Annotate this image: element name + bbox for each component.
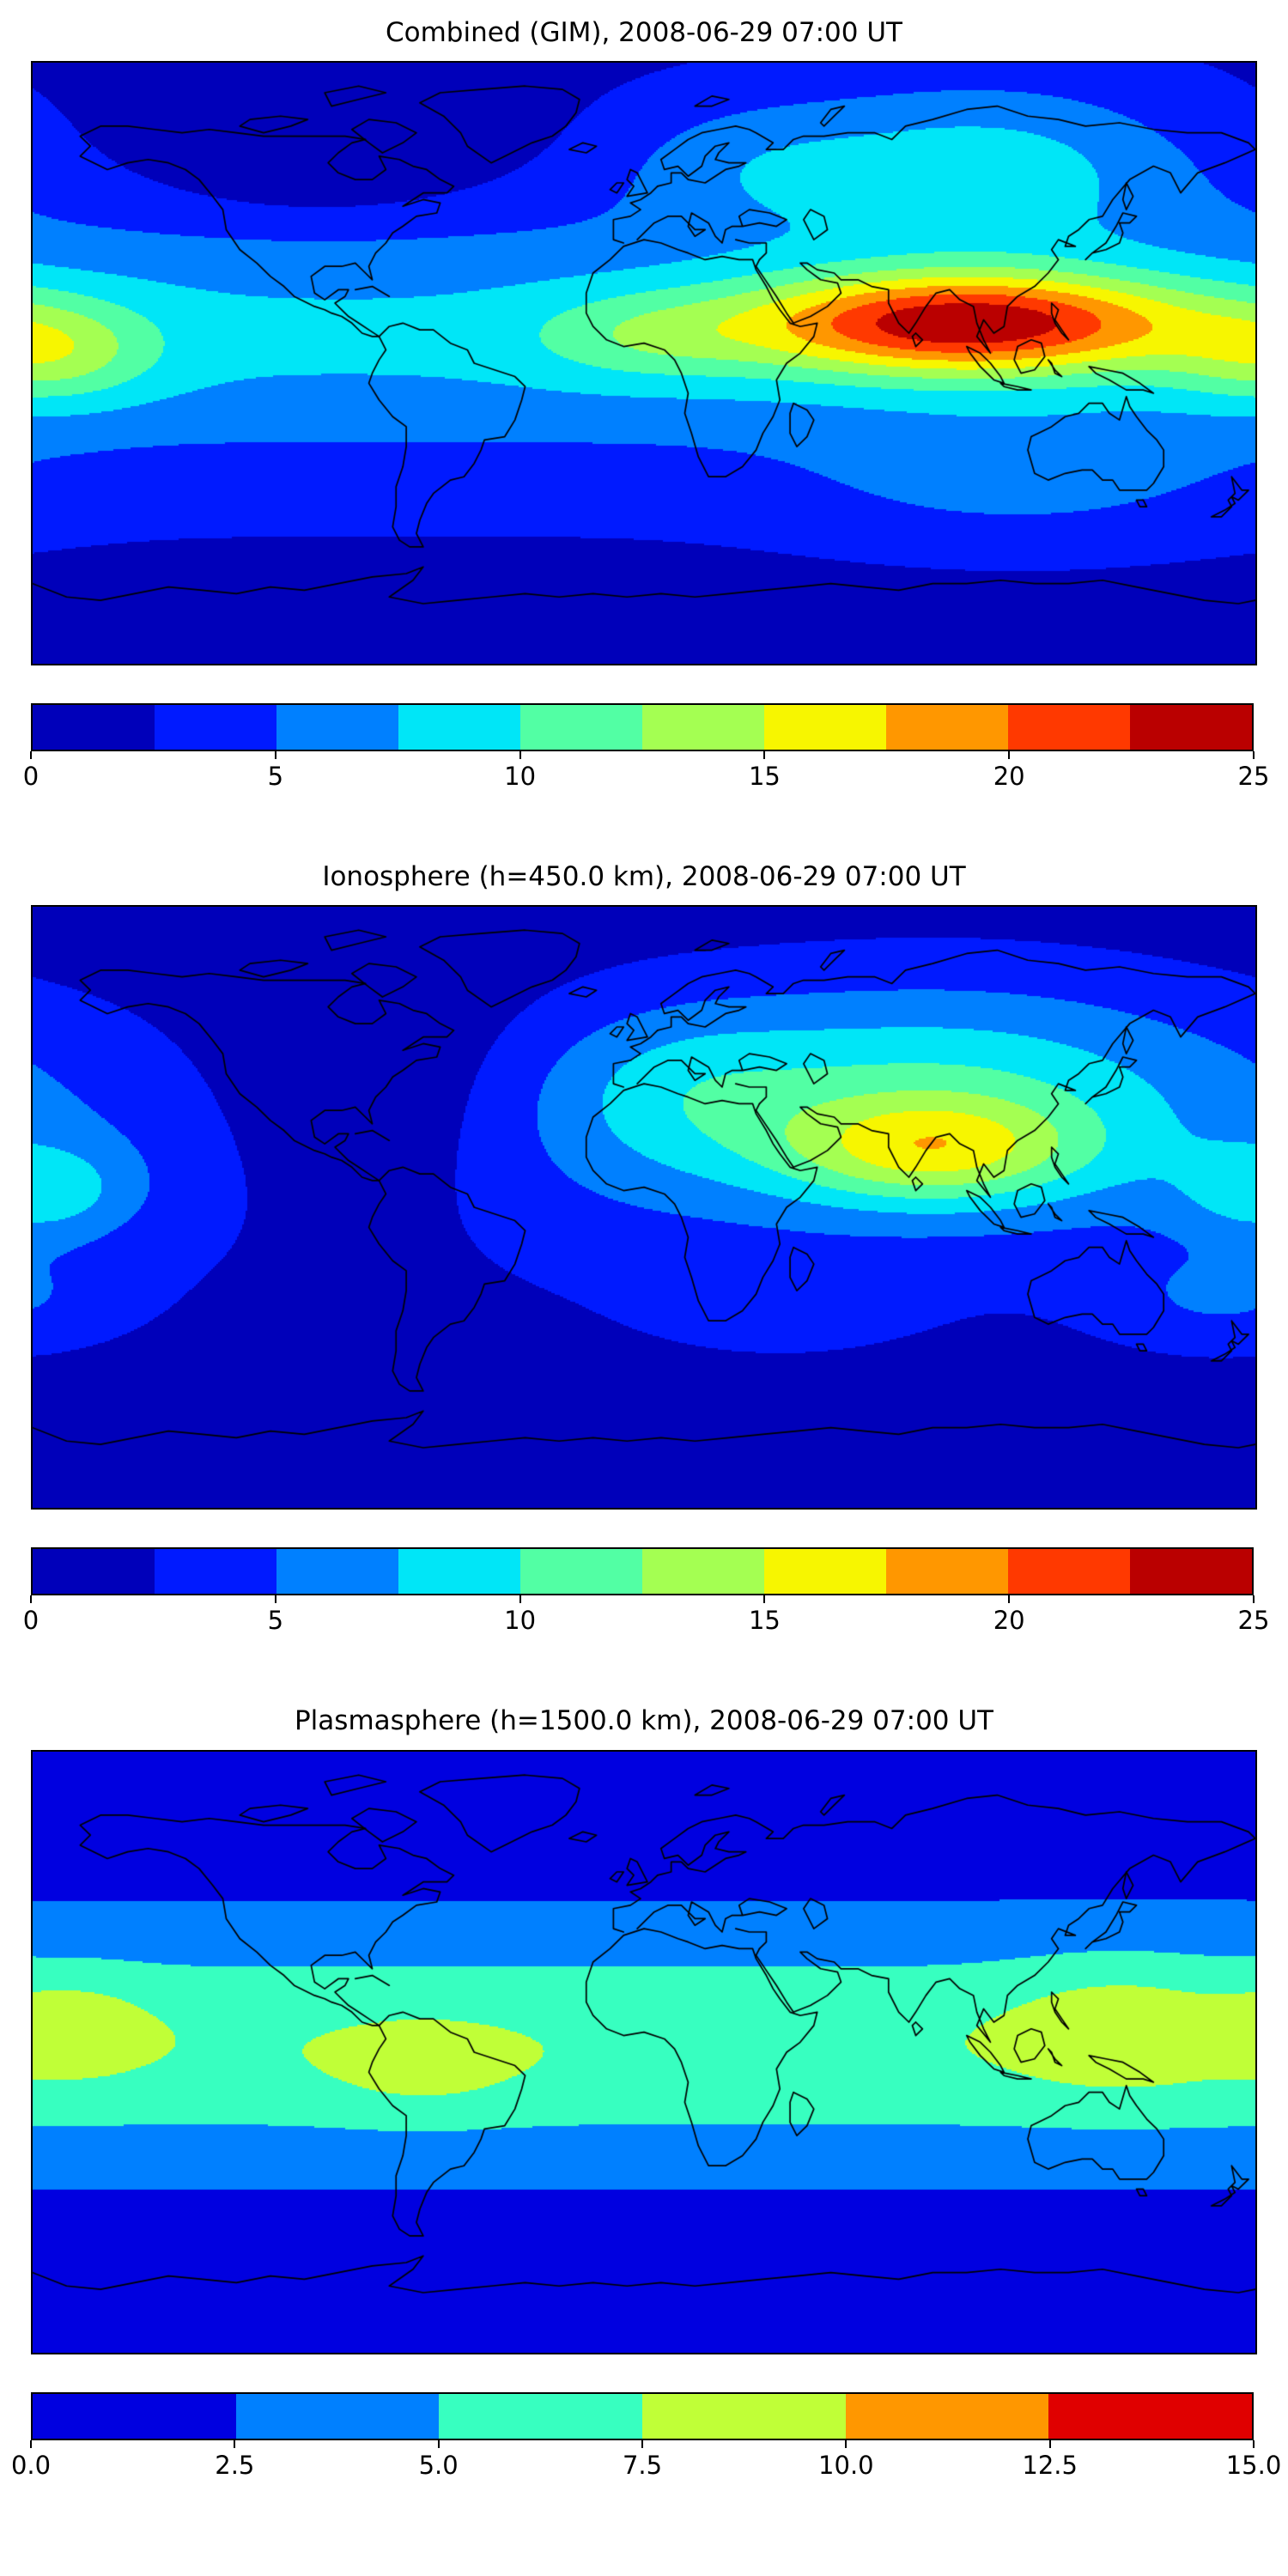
colorbar-segment xyxy=(764,1549,886,1595)
colorbar-tick-label: 15 xyxy=(748,762,781,792)
colorbar-plasmasphere xyxy=(31,2391,1254,2440)
colorbar-combined xyxy=(31,703,1254,752)
colorbar-segment xyxy=(642,2393,846,2439)
colorbar-tickmark xyxy=(1253,2439,1255,2448)
colorbar-tick-label: 20 xyxy=(993,762,1025,792)
colorbar-segment xyxy=(1008,1549,1130,1595)
map-frame-combined xyxy=(31,61,1257,666)
map-frame-plasmasphere xyxy=(31,1749,1257,2354)
map-frame-ionosphere xyxy=(31,905,1257,1510)
colorbar-tickmark xyxy=(234,2439,236,2448)
colorbar-tick-label: 2.5 xyxy=(215,2450,255,2480)
colorbar-ticks-ionosphere: 0 5 10 15 20 25 xyxy=(23,1595,1270,1638)
colorbar-tickmark xyxy=(30,751,32,760)
colorbar-tick-label: 10.0 xyxy=(818,2450,874,2480)
colorbar-segment xyxy=(33,705,155,750)
colorbar-tick-label: 10 xyxy=(504,762,537,792)
colorbar-segment xyxy=(398,705,520,750)
colorbar-segment xyxy=(520,705,642,750)
colorbar-segment xyxy=(886,705,1008,750)
colorbar-segment xyxy=(1130,705,1252,750)
colorbar-tick-label: 12.5 xyxy=(1022,2450,1078,2480)
colorbar-tick-label: 5.0 xyxy=(418,2450,459,2480)
colorbar-segment xyxy=(1130,1549,1252,1595)
map-canvas-plasmasphere xyxy=(33,1751,1255,2353)
colorbar-ticks-combined: 0 5 10 15 20 25 xyxy=(23,751,1270,794)
colorbar-tickmark xyxy=(30,1595,32,1604)
panel-ionosphere: Ionosphere (h=450.0 km), 2008-06-29 07:0… xyxy=(0,861,1288,1638)
colorbar-tick-label: 25 xyxy=(1237,762,1270,792)
colorbar-segment xyxy=(642,705,764,750)
colorbar-tickmark xyxy=(1048,2439,1051,2448)
colorbar-tick-label: 5 xyxy=(267,762,284,792)
colorbar-segment xyxy=(155,1549,276,1595)
colorbar-tick-label: 20 xyxy=(993,1606,1025,1636)
colorbar-tickmark xyxy=(641,2439,643,2448)
colorbar-segment xyxy=(520,1549,642,1595)
colorbar-tickmark xyxy=(1253,751,1255,760)
colorbar-segment xyxy=(845,2393,1049,2439)
colorbar-tick-label: 15.0 xyxy=(1225,2450,1282,2480)
colorbar-segment xyxy=(439,2393,643,2439)
panel-title-ionosphere: Ionosphere (h=450.0 km), 2008-06-29 07:0… xyxy=(322,861,966,893)
colorbar-tick-label: 5 xyxy=(267,1606,284,1636)
colorbar-tickmark xyxy=(30,2439,32,2448)
colorbar-tickmark xyxy=(274,1595,276,1604)
colorbar-tick-label: 15 xyxy=(748,1606,781,1636)
colorbar-wrap-ionosphere xyxy=(30,1547,1255,1604)
colorbar-tick-label: 25 xyxy=(1237,1606,1270,1636)
colorbar-tickmark xyxy=(845,2439,848,2448)
colorbar-tick-label: 0.0 xyxy=(10,2450,52,2480)
colorbar-tick-label: 0 xyxy=(22,1606,39,1636)
map-canvas-combined xyxy=(33,63,1255,665)
colorbar-tick-label: 7.5 xyxy=(622,2450,663,2480)
figure: Combined (GIM), 2008-06-29 07:00 UT 0 5 10… xyxy=(0,17,1288,2482)
colorbar-segment xyxy=(764,705,886,750)
colorbar-wrap-plasmasphere xyxy=(30,2391,1255,2448)
colorbar-tickmark xyxy=(763,1595,766,1604)
colorbar-ticks-plasmasphere: 0.0 2.5 5.0 7.5 10.0 12.5 15.0 xyxy=(11,2440,1281,2483)
colorbar-segment xyxy=(235,2393,440,2439)
colorbar-segment xyxy=(1008,705,1130,750)
colorbar-tick-label: 10 xyxy=(504,1606,537,1636)
colorbar-tickmark xyxy=(1008,1595,1011,1604)
colorbar-tickmark xyxy=(519,1595,521,1604)
colorbar-tick-label: 0 xyxy=(22,762,39,792)
colorbar-segment xyxy=(276,705,398,750)
panel-title-plasmasphere: Plasmasphere (h=1500.0 km), 2008-06-29 0… xyxy=(294,1705,993,1737)
panel-plasmasphere: Plasmasphere (h=1500.0 km), 2008-06-29 0… xyxy=(0,1705,1288,2482)
colorbar-wrap-combined xyxy=(30,703,1255,760)
map-canvas-ionosphere xyxy=(33,907,1255,1509)
colorbar-segment xyxy=(276,1549,398,1595)
colorbar-tickmark xyxy=(437,2439,440,2448)
colorbar-tickmark xyxy=(763,751,766,760)
colorbar-segment xyxy=(642,1549,764,1595)
colorbar-segment xyxy=(886,1549,1008,1595)
colorbar-tickmark xyxy=(519,751,521,760)
colorbar-segment xyxy=(155,705,276,750)
panel-combined-gim: Combined (GIM), 2008-06-29 07:00 UT 0 5 10… xyxy=(0,17,1288,794)
colorbar-segment xyxy=(1048,2393,1253,2439)
colorbar-ionosphere xyxy=(31,1547,1254,1596)
colorbar-segment xyxy=(33,1549,155,1595)
colorbar-segment xyxy=(33,2393,236,2439)
colorbar-tickmark xyxy=(1253,1595,1255,1604)
colorbar-tickmark xyxy=(274,751,276,760)
panel-title-combined: Combined (GIM), 2008-06-29 07:00 UT xyxy=(386,17,902,48)
colorbar-segment xyxy=(398,1549,520,1595)
colorbar-tickmark xyxy=(1008,751,1011,760)
